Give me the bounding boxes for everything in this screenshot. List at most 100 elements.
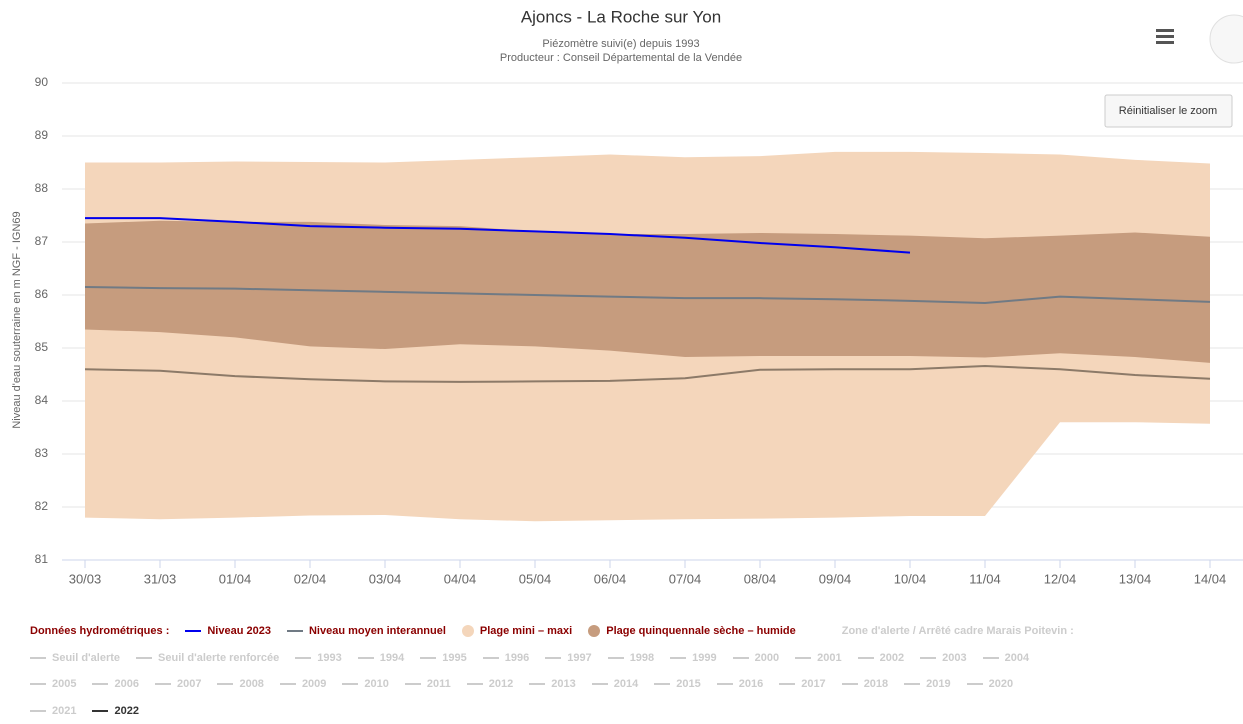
x-tick-label: 09/04	[819, 571, 852, 586]
legend-symbol	[467, 683, 483, 685]
legend-item[interactable]: 2011	[405, 678, 451, 690]
legend-symbol	[92, 683, 108, 685]
legend-symbol	[608, 657, 624, 659]
legend-label: 2002	[880, 652, 904, 664]
legend-label: 2015	[676, 678, 700, 690]
legend-item[interactable]: 2007	[155, 678, 201, 690]
legend-label: 2017	[801, 678, 825, 690]
legend-label: 2013	[551, 678, 575, 690]
legend-label: 2006	[114, 678, 138, 690]
x-tick-label: 11/04	[969, 571, 1001, 586]
legend-symbol	[670, 657, 686, 659]
legend-item[interactable]: 2020	[967, 678, 1013, 690]
y-tick-label: 83	[35, 446, 49, 460]
x-tick-label: 07/04	[669, 571, 702, 586]
y-tick-label: 88	[35, 181, 49, 195]
legend-symbol	[30, 710, 46, 712]
legend-row: 2021 2022	[30, 698, 1230, 724]
legend-item[interactable]: 2010	[342, 678, 388, 690]
legend-item[interactable]: Seuil d'alerte renforcée	[136, 652, 279, 664]
legend-label: Seuil d'alerte	[52, 652, 120, 664]
menu-bar	[1156, 35, 1174, 38]
legend-symbol	[842, 683, 858, 685]
legend-item[interactable]: Niveau moyen interannuel	[287, 625, 446, 637]
legend-item[interactable]: Plage mini – maxi	[462, 625, 572, 637]
legend-label: 1994	[380, 652, 404, 664]
legend-symbol	[136, 657, 152, 659]
legend-label: Niveau 2023	[207, 625, 271, 637]
legend-label: 2019	[926, 678, 950, 690]
legend-label: 2021	[52, 705, 76, 717]
legend-item[interactable]: 2005	[30, 678, 76, 690]
legend-symbol	[592, 683, 608, 685]
legend-symbol	[588, 625, 600, 637]
y-tick-label: 84	[35, 393, 49, 407]
legend-item[interactable]: 2006	[92, 678, 138, 690]
legend-item[interactable]: Niveau 2023	[185, 625, 271, 637]
export-button[interactable]	[1210, 15, 1243, 63]
legend-symbol	[967, 683, 983, 685]
legend-item[interactable]: 2013	[529, 678, 575, 690]
legend-item[interactable]: 1993	[295, 652, 341, 664]
y-tick-label: 82	[35, 499, 49, 513]
legend-symbol	[342, 683, 358, 685]
legend-item[interactable]: Seuil d'alerte	[30, 652, 120, 664]
legend-item[interactable]: 1999	[670, 652, 716, 664]
legend-item[interactable]: 2003	[920, 652, 966, 664]
legend-item[interactable]: 2022	[92, 705, 138, 717]
legend-item[interactable]: 2001	[795, 652, 841, 664]
legend-item[interactable]: 2009	[280, 678, 326, 690]
legend-item[interactable]: 2016	[717, 678, 763, 690]
x-tick-label: 04/04	[444, 571, 477, 586]
x-tick-label: 31/03	[144, 571, 177, 586]
y-tick-label: 89	[35, 128, 49, 142]
legend-label: 2018	[864, 678, 888, 690]
legend-label: Niveau moyen interannuel	[309, 625, 446, 637]
legend-row: 2005 2006 2007 2008 2009 2010 2011 2012 2013 2014…	[30, 671, 1230, 698]
chart-subtitle: Piézomètre suivi(e) depuis 1993	[542, 38, 699, 50]
legend-label: 2011	[427, 678, 451, 690]
legend-item[interactable]: 2019	[904, 678, 950, 690]
y-tick-label: 90	[35, 75, 49, 89]
legend-item[interactable]: 2000	[733, 652, 779, 664]
legend-item[interactable]: 2021	[30, 705, 76, 717]
legend-label: 2020	[989, 678, 1013, 690]
legend-item[interactable]: 2004	[983, 652, 1029, 664]
legend-symbol	[295, 657, 311, 659]
x-tick-label: 08/04	[744, 571, 777, 586]
legend-label: 2003	[942, 652, 966, 664]
legend-item[interactable]: 1994	[358, 652, 404, 664]
legend-item[interactable]: 2018	[842, 678, 888, 690]
legend-item[interactable]: 2015	[654, 678, 700, 690]
legend-label: 2005	[52, 678, 76, 690]
legend-item[interactable]: 2012	[467, 678, 513, 690]
legend-item[interactable]: 1996	[483, 652, 529, 664]
legend-item[interactable]: Plage quinquennale sèche – humide	[588, 625, 796, 637]
legend-symbol	[420, 657, 436, 659]
legend-symbol	[858, 657, 874, 659]
legend-label: 2022	[114, 705, 138, 717]
legend-item[interactable]: 2002	[858, 652, 904, 664]
legend-row: Seuil d'alerte Seuil d'alerte renforcée 19…	[30, 645, 1230, 672]
legend-label: 1993	[317, 652, 341, 664]
y-tick-label: 81	[35, 552, 49, 566]
legend-symbol	[654, 683, 670, 685]
legend-item[interactable]: 2017	[779, 678, 825, 690]
reset-zoom-button[interactable]: Réinitialiser le zoom	[1105, 95, 1232, 127]
legend-item[interactable]: 2008	[217, 678, 263, 690]
legend-item[interactable]: 1995	[420, 652, 466, 664]
legend-label: Plage quinquennale sèche – humide	[606, 625, 796, 637]
y-tick-label: 87	[35, 234, 49, 248]
legend-item[interactable]: 1998	[608, 652, 654, 664]
menu-button[interactable]	[1156, 29, 1174, 44]
legend-item[interactable]: 1997	[545, 652, 591, 664]
legend-label: 2004	[1005, 652, 1029, 664]
legend-label: 2009	[302, 678, 326, 690]
legend-item[interactable]: 2014	[592, 678, 638, 690]
legend-symbol	[920, 657, 936, 659]
legend-label: 2001	[817, 652, 841, 664]
